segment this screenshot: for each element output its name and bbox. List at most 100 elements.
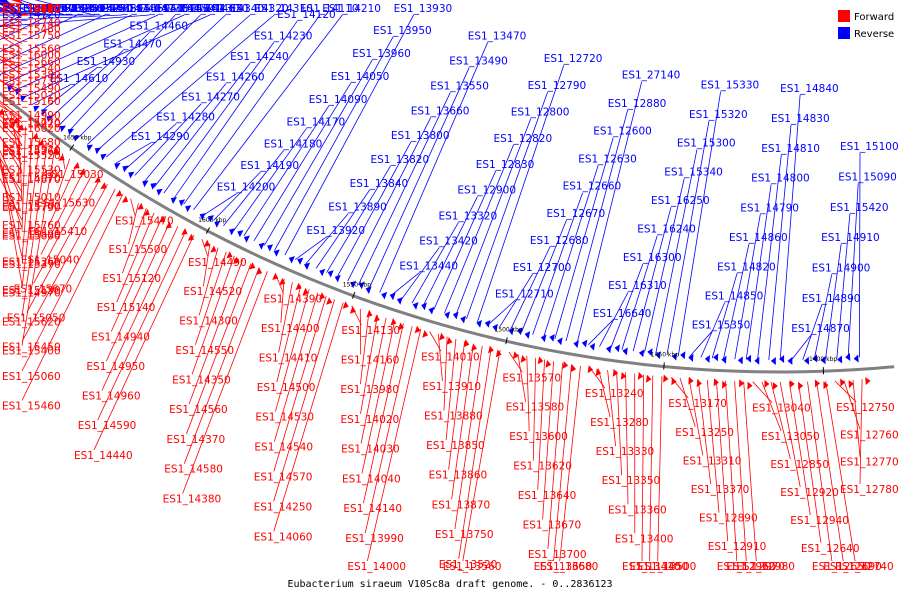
label-leader-line — [599, 292, 629, 347]
gene-label: ES1_14830 — [771, 113, 830, 125]
gene-label: ES1_15460 — [2, 401, 61, 413]
reverse-gene-arrow — [170, 197, 177, 204]
forward-gene-arrow — [52, 147, 59, 154]
label-leader-line — [689, 331, 712, 357]
gene-label: ES1_14890 — [802, 293, 861, 305]
reverse-gene-arrow — [704, 355, 710, 363]
gene-label: ES1_13600 — [509, 431, 568, 443]
gene-label: ES1_15230 — [45, 3, 104, 15]
gene-label: ES1_14660 — [112, 3, 171, 15]
gene-label: ES1_12650 — [812, 561, 871, 573]
reverse-gene-arrow — [214, 220, 221, 228]
forward-gene-arrow — [302, 287, 309, 296]
gene-label: ES1_16310 — [608, 280, 667, 292]
forward-gene-arrow — [789, 380, 795, 388]
label-leader-line — [0, 10, 23, 16]
label-leader-line — [0, 135, 23, 173]
label-leader-line — [788, 381, 811, 516]
label-leader-line — [17, 120, 23, 203]
forward-gene-arrow — [143, 208, 150, 216]
label-leader-line — [233, 128, 307, 232]
label-leader-line — [779, 94, 801, 361]
gene-label: ES1_15220 — [74, 3, 133, 15]
gene-label: ES1_14920 — [2, 118, 61, 130]
reverse-gene-arrow — [647, 348, 653, 357]
gene-label: ES1_15450 — [2, 342, 61, 354]
gene-label: ES1_14160 — [341, 355, 400, 367]
label-leader-line — [666, 120, 710, 355]
gene-label: ES1_16190 — [2, 3, 61, 15]
gene-label: ES1_12940 — [790, 515, 849, 527]
gene-label: ES1_14560 — [169, 404, 228, 416]
reverse-gene-arrow — [0, 75, 1, 77]
gene-label: ES1_16640 — [593, 308, 652, 320]
forward-gene-arrow — [318, 292, 325, 300]
reverse-gene-arrow — [549, 334, 555, 342]
reverse-gene-arrow — [73, 135, 80, 142]
forward-gene-arrow — [488, 345, 494, 354]
gene-labels: ES1_16650ES1_16520ES1_16320ES1_16230ES1_… — [2, 3, 899, 573]
label-leader-line — [716, 380, 729, 542]
reverse-gene-arrow — [41, 109, 48, 116]
forward-gene-arrow — [249, 262, 256, 270]
gene-label: ES1_15030 — [45, 169, 104, 181]
forward-gene-arrow — [366, 309, 373, 318]
gene-label: ES1_14850 — [705, 291, 764, 303]
gene-label: ES1_15580 — [2, 3, 61, 15]
label-leader-line — [488, 300, 516, 325]
reverse-gene-arrow — [492, 323, 498, 332]
gene-label: ES1_15390 — [2, 3, 61, 15]
reverse-gene-arrow — [237, 230, 244, 238]
gene-label: ES1_13320 — [439, 210, 498, 222]
gene-label: ES1_15740 — [2, 17, 61, 29]
gene-label: ES1_27140 — [622, 70, 681, 82]
forward-gene-arrow — [620, 371, 627, 380]
label-leader-line — [0, 14, 78, 53]
gene-label: ES1_15720 — [2, 3, 61, 15]
reverse-gene-arrow — [59, 125, 67, 133]
forward-gene-arrow — [73, 162, 80, 169]
gene-label: ES1_14860 — [729, 232, 788, 244]
label-leader-line — [757, 154, 782, 360]
forward-gene-arrow — [79, 168, 86, 175]
gene-label: ES1_14380 — [163, 494, 222, 506]
legend-label-reverse: Reverse — [854, 29, 894, 40]
label-leader-line — [263, 59, 373, 246]
reverse-gene-arrow — [721, 355, 727, 364]
forward-gene-arrow — [115, 189, 122, 197]
reverse-gene-arrow — [273, 249, 280, 257]
gene-label: ES1_16040 — [2, 3, 61, 15]
label-leader-line — [284, 14, 414, 256]
genome-backbone-arc — [0, 91, 895, 374]
scale-tick — [663, 362, 665, 370]
gene-label: ES1_15110 — [2, 4, 61, 16]
backbone — [0, 91, 895, 374]
label-leader-line — [18, 0, 66, 16]
gene-label: ES1_13250 — [675, 427, 734, 439]
label-leader-line — [443, 336, 448, 411]
gene-label: ES1_13560 — [443, 561, 502, 573]
gene-label: ES1_15690 — [2, 3, 61, 15]
reverse-gene-arrow — [304, 262, 311, 270]
label-leader-line — [0, 11, 68, 16]
label-leader-line — [859, 152, 861, 358]
reverse-gene-arrow — [86, 144, 94, 152]
gene-label: ES1_13670 — [523, 519, 582, 531]
gene-label: ES1_15330 — [701, 80, 760, 92]
gene-label: ES1_14240 — [230, 51, 289, 63]
gene-label: ES1_15790 — [2, 202, 61, 214]
gene-label: ES1_14250 — [254, 501, 313, 513]
gene-label: ES1_15940 — [2, 3, 61, 15]
forward-gene-arrow — [397, 322, 404, 331]
reverse-gene-arrow — [33, 105, 40, 113]
gene-label: ES1_13920 — [306, 225, 365, 237]
gene-label: ES1_13170 — [668, 398, 727, 410]
label-leader-line — [26, 179, 101, 313]
gene-label: ES1_13450 — [630, 561, 689, 573]
label-leader-line — [315, 189, 370, 269]
gene-label: ES1_14280 — [156, 112, 215, 124]
gene-label: ES1_15420 — [830, 202, 889, 214]
reverse-gene-arrow — [229, 228, 236, 236]
forward-gene-arrow — [11, 117, 19, 124]
gene-label: ES1_16050 — [2, 3, 61, 15]
